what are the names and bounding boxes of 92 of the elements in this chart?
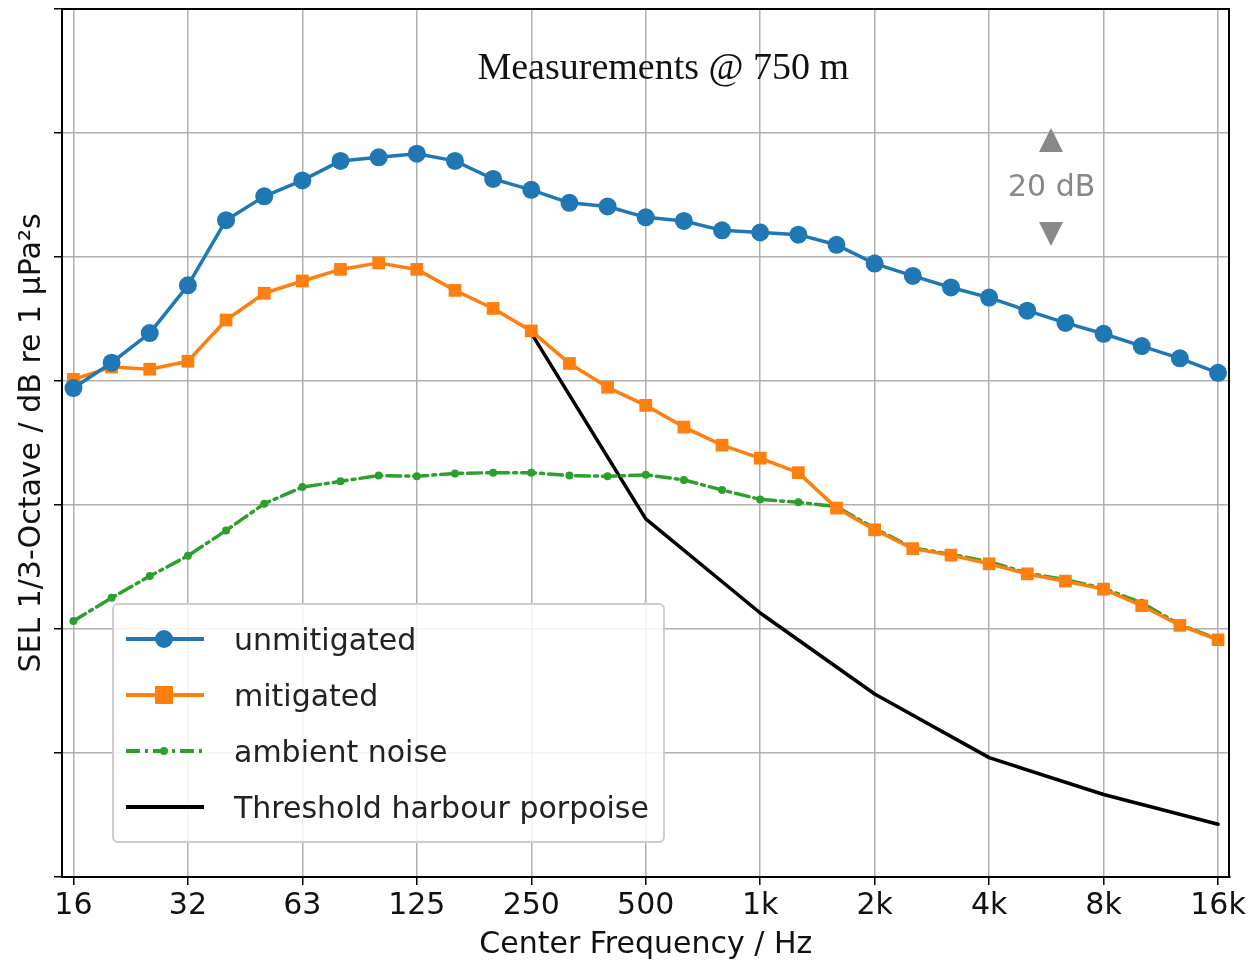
point <box>524 324 538 338</box>
point <box>941 278 960 297</box>
point <box>257 286 271 300</box>
point <box>1170 349 1189 368</box>
point <box>64 379 83 398</box>
point <box>598 197 617 216</box>
point <box>565 471 574 480</box>
point <box>791 466 805 480</box>
legend-label: mitigated <box>234 677 379 713</box>
point <box>794 498 803 507</box>
point <box>407 144 426 163</box>
point <box>751 223 770 242</box>
point <box>639 399 653 412</box>
point <box>1132 337 1151 356</box>
point <box>140 324 159 343</box>
point <box>412 472 421 481</box>
point <box>334 263 347 276</box>
x-axis-title: Center Frequency / Hz <box>479 924 813 960</box>
point <box>980 288 999 307</box>
point <box>1094 324 1113 343</box>
point <box>641 470 650 479</box>
point <box>1135 599 1149 613</box>
annotation: 20 dB <box>1008 168 1096 203</box>
point <box>679 475 688 484</box>
point <box>1059 574 1072 588</box>
x-tick-label: 2k <box>856 885 894 921</box>
point <box>107 593 116 602</box>
point <box>102 353 121 372</box>
point <box>298 483 307 492</box>
point <box>756 495 765 504</box>
point <box>522 180 541 199</box>
point <box>1056 313 1075 332</box>
point <box>1211 633 1225 647</box>
x-tick-label: 8k <box>1085 885 1123 921</box>
point <box>563 357 576 370</box>
point <box>369 148 388 167</box>
point <box>372 256 386 270</box>
point <box>450 469 459 478</box>
point <box>183 551 192 560</box>
point <box>982 557 996 571</box>
x-tick-label: 1k <box>741 885 780 921</box>
point <box>374 471 383 480</box>
point <box>636 208 655 227</box>
point <box>255 187 274 206</box>
point <box>217 211 236 230</box>
point <box>868 523 882 537</box>
x-tick-label: 32 <box>168 885 207 921</box>
point <box>715 438 729 452</box>
point <box>445 151 464 170</box>
point <box>260 499 269 508</box>
legend-label: unmitigated <box>234 621 417 657</box>
point <box>903 266 922 285</box>
x-tick-label: 16k <box>1190 885 1247 921</box>
point <box>489 468 498 477</box>
point <box>331 151 350 170</box>
point <box>448 284 462 297</box>
point <box>1018 301 1037 320</box>
point <box>181 354 195 368</box>
legend-label: ambient noise <box>234 733 448 769</box>
point <box>601 380 614 394</box>
point <box>486 302 500 315</box>
point <box>830 501 843 515</box>
x-tick-label: 4k <box>970 885 1008 921</box>
point <box>560 193 579 212</box>
x-tick-label: 125 <box>388 885 446 921</box>
point <box>1209 363 1228 382</box>
point <box>827 235 846 254</box>
x-tick-label: 250 <box>502 885 560 921</box>
point <box>222 526 231 535</box>
chart-title: Measurements @ 750 m <box>477 44 850 87</box>
point <box>718 486 727 495</box>
point <box>713 221 732 240</box>
point <box>296 274 309 288</box>
x-tick-label: 63 <box>283 885 322 921</box>
point <box>484 169 503 188</box>
point <box>69 616 78 625</box>
point <box>865 254 884 273</box>
legend-label: Threshold harbour porpoise <box>234 789 649 825</box>
y-axis-title: SEL 1/3-Octave / dB re 1 µPa²s <box>11 213 47 673</box>
point <box>753 451 767 465</box>
point <box>410 263 424 276</box>
point <box>527 468 536 477</box>
x-tick-label: 16 <box>54 885 93 921</box>
point <box>293 171 312 190</box>
point <box>178 276 197 295</box>
point <box>145 572 154 581</box>
point <box>336 477 345 486</box>
point <box>789 225 808 244</box>
x-tick-label: 500 <box>617 885 675 921</box>
point <box>603 472 612 481</box>
point <box>674 211 693 230</box>
point <box>143 362 157 376</box>
